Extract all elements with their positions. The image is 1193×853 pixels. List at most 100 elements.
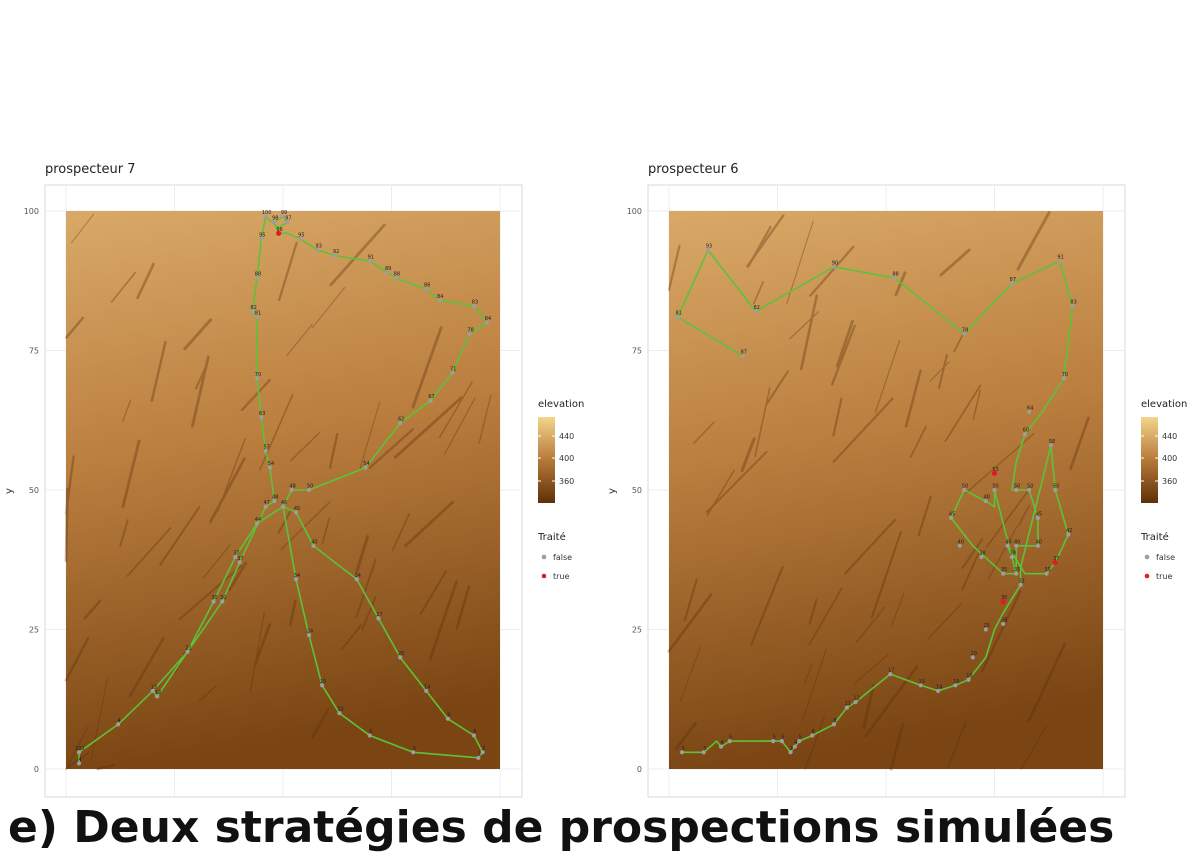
- point-label: 4: [78, 757, 81, 763]
- point-label: 53: [992, 467, 998, 473]
- point-false: [289, 487, 294, 493]
- y-tick-label: 50: [632, 486, 642, 495]
- point-label: 88: [394, 271, 400, 277]
- valley-streak: [419, 570, 448, 615]
- point-false: [962, 487, 967, 493]
- valley-streak: [289, 432, 321, 462]
- valley-streak: [804, 715, 826, 770]
- valley-streak: [705, 450, 768, 514]
- valley-streak: [183, 318, 213, 351]
- point-false: [1009, 554, 1014, 560]
- valley-streak: [311, 286, 346, 329]
- point-label: 4: [117, 718, 120, 724]
- prospection-path: [676, 249, 1074, 754]
- valley-streak: [789, 311, 820, 340]
- figure-caption: e) Deux stratégies de prospections simul…: [8, 802, 1115, 853]
- point-false: [385, 270, 390, 275]
- point-label: 78: [962, 327, 968, 333]
- point-label: 88: [892, 271, 898, 277]
- valley-streak: [693, 421, 715, 444]
- valley-streak: [832, 397, 894, 463]
- point-false: [263, 448, 268, 454]
- point-false: [1001, 571, 1006, 576]
- valley-streak: [361, 596, 377, 631]
- point-label: 16: [966, 673, 972, 679]
- point-label: 13: [151, 684, 157, 690]
- point-false: [1035, 515, 1040, 521]
- legend-colorbar: [538, 417, 555, 503]
- point-label: 91: [368, 255, 374, 261]
- valley-streak: [683, 578, 698, 622]
- point-label: 45: [1036, 511, 1042, 517]
- point-false: [1027, 409, 1032, 414]
- valley-streak: [126, 527, 172, 577]
- point-true: [991, 470, 998, 476]
- legend-key-false: [541, 554, 547, 560]
- y-tick-label: 25: [29, 626, 39, 635]
- point-label: 5: [799, 735, 802, 741]
- point-label: 50: [1014, 484, 1020, 490]
- point-label: 97: [285, 216, 291, 222]
- point-false: [155, 694, 160, 699]
- point-label: 34: [355, 573, 361, 579]
- point-label: 35: [1001, 567, 1007, 573]
- point-label: 20: [398, 651, 404, 657]
- point-false: [233, 554, 238, 560]
- point-false: [211, 599, 216, 604]
- valley-streak: [478, 394, 492, 444]
- point-false: [467, 331, 472, 336]
- point-false: [237, 560, 242, 565]
- point-false: [953, 683, 958, 688]
- valley-streak: [411, 326, 443, 409]
- point-false: [970, 655, 975, 660]
- point-label: 40: [1014, 539, 1020, 545]
- point-label: 98: [272, 216, 278, 222]
- valley-streak: [765, 370, 789, 405]
- valley-streak: [746, 214, 785, 268]
- point-false: [1044, 571, 1049, 576]
- point-label: 48: [272, 495, 278, 501]
- point-label: 17: [888, 668, 894, 674]
- valley-streak: [71, 213, 95, 244]
- point-label: 15: [919, 679, 925, 685]
- valley-streak: [674, 722, 697, 750]
- valley-streak: [961, 553, 980, 591]
- point-label: 91: [1057, 255, 1063, 261]
- point-false: [1001, 621, 1006, 627]
- valley-streak: [889, 722, 905, 771]
- point-false: [293, 510, 299, 515]
- legend-colorbar: [1141, 417, 1158, 503]
- point-false: [1014, 543, 1019, 548]
- point-false: [263, 214, 268, 219]
- point-label: 38: [1010, 550, 1016, 556]
- chart-title: prospecteur 6: [648, 162, 739, 177]
- point-false: [771, 739, 776, 744]
- valley-streak: [1027, 643, 1066, 722]
- valley-streak: [128, 636, 165, 698]
- point-label: 84: [485, 316, 491, 322]
- point-label: 27: [376, 612, 382, 618]
- valley-streak: [65, 725, 89, 770]
- point-false: [363, 465, 368, 470]
- point-label: 47: [263, 500, 269, 506]
- legend-label-false: false: [553, 553, 572, 562]
- point-false: [788, 750, 793, 755]
- point-label: 71: [450, 366, 456, 372]
- point-label: 14: [936, 684, 942, 690]
- valley-streak: [800, 294, 818, 371]
- point-label: 84: [437, 294, 443, 300]
- point-label: 40: [311, 539, 317, 545]
- point-false: [254, 275, 260, 281]
- point-label: 35: [1044, 567, 1050, 573]
- point-label: 40: [1036, 539, 1042, 545]
- point-label: 42: [1066, 528, 1072, 534]
- point-false: [267, 465, 273, 470]
- point-false: [1009, 281, 1014, 286]
- point-label: 67: [428, 394, 434, 400]
- y-tick-label: 75: [632, 347, 642, 356]
- chart-prospecteur-6: prospecteur 602550751000255075100xy87819…: [607, 162, 1187, 798]
- point-false: [1035, 543, 1040, 548]
- point-label: 33: [1018, 578, 1024, 584]
- valley-streak: [288, 599, 297, 627]
- point-label: 58: [1049, 439, 1055, 445]
